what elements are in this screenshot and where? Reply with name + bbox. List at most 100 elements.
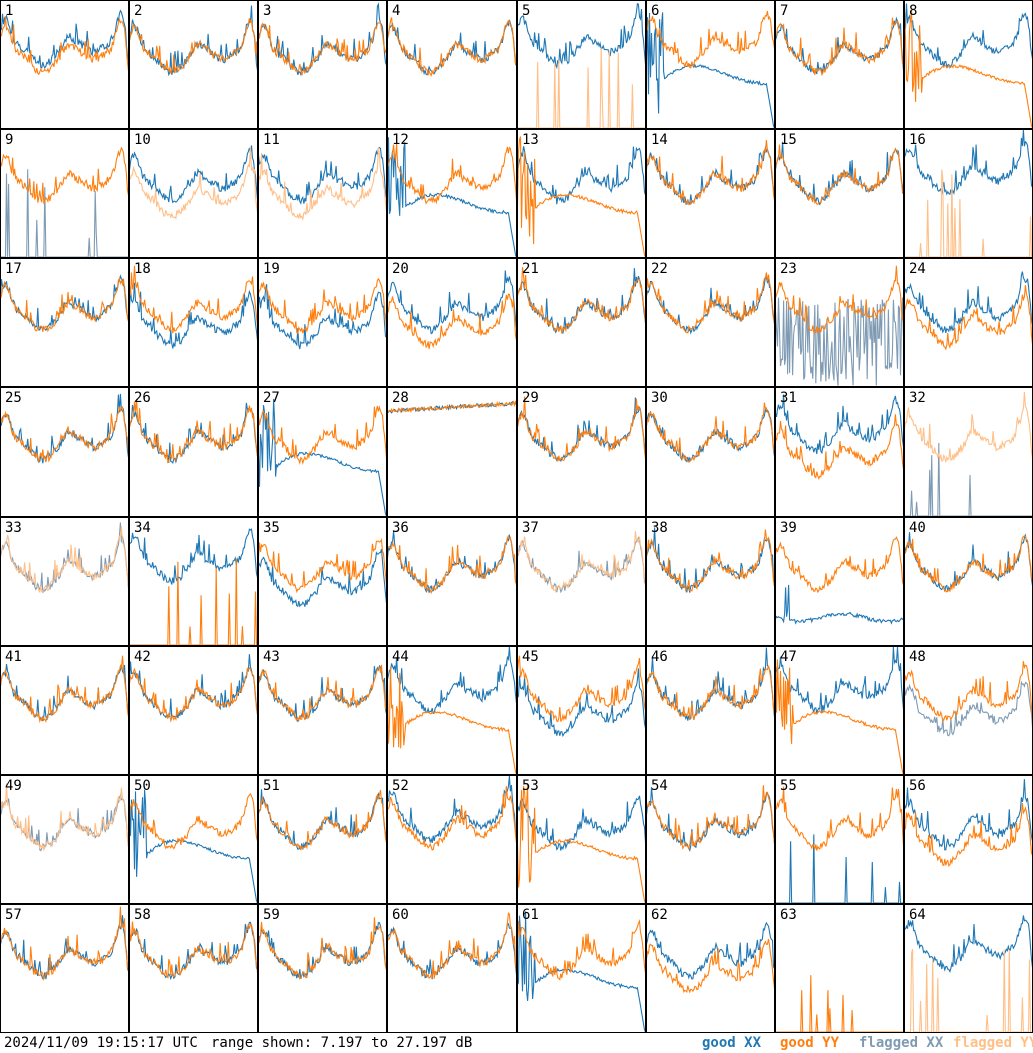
panel-31: 31 xyxy=(774,387,905,517)
panel-13-frame xyxy=(517,129,646,258)
panel-48: 48 xyxy=(903,646,1033,775)
panel-55-yy-line xyxy=(775,786,905,851)
panel-43-label: 43 xyxy=(263,649,280,665)
panel-7-label: 7 xyxy=(780,3,788,19)
panel-54-xx-line xyxy=(645,787,776,852)
panel-39-yy-line xyxy=(774,536,905,594)
panel-28: 28 xyxy=(387,387,517,517)
panel-51-xx-line xyxy=(257,789,388,851)
panel-30-label: 30 xyxy=(651,390,668,406)
panel-15-xx-line xyxy=(774,141,905,206)
panel-38-label: 38 xyxy=(651,520,668,536)
panel-53-frame xyxy=(517,775,646,904)
panel-21-yy-line xyxy=(516,267,647,334)
panel-22-xx-line xyxy=(645,276,776,335)
panel-25-label: 25 xyxy=(5,390,22,406)
panel-10-frame xyxy=(129,129,258,258)
panel-4-yy-line xyxy=(387,17,518,77)
panel-31-xx-line xyxy=(774,394,905,455)
panel-9-frame xyxy=(0,129,129,258)
panel-37: 37 xyxy=(517,517,647,646)
panel-63: 63 xyxy=(775,904,904,1033)
panel-8-frame xyxy=(904,0,1033,129)
panel-40: 40 xyxy=(903,517,1033,646)
panel-27-yy-line xyxy=(257,405,388,466)
panel-14-frame xyxy=(646,129,775,258)
panel-36-frame xyxy=(387,517,517,646)
panel-45-label: 45 xyxy=(522,649,539,665)
panel-41: 41 xyxy=(0,646,130,775)
panel-28-frame xyxy=(387,387,517,517)
panel-32-label: 32 xyxy=(909,390,926,406)
panel-59-label: 59 xyxy=(263,907,280,923)
panel-25-frame xyxy=(0,387,129,517)
panel-45-xx-line xyxy=(517,668,647,738)
panel-64: 64 xyxy=(904,904,1033,1033)
panel-32-yy-line xyxy=(903,391,1033,463)
panel-1-label: 1 xyxy=(5,3,13,19)
panel-60-xx-line xyxy=(386,922,518,980)
panel-29-label: 29 xyxy=(522,390,539,406)
panel-51-yy-line xyxy=(258,789,388,851)
panel-55: 55 xyxy=(775,775,905,904)
panel-19-frame xyxy=(258,258,387,387)
panel-47-xx-line xyxy=(775,646,905,716)
panel-17-frame xyxy=(0,258,129,387)
panel-38-frame xyxy=(646,517,775,646)
panel-21: 21 xyxy=(516,258,647,387)
panel-22-frame xyxy=(646,258,775,387)
panel-59-xx-line xyxy=(257,922,388,980)
panel-51-frame xyxy=(258,775,387,904)
panel-49-label: 49 xyxy=(5,778,22,794)
panel-47-label: 47 xyxy=(780,649,797,665)
panel-28-label: 28 xyxy=(392,390,409,406)
panel-12: 12 xyxy=(386,129,518,258)
panel-37-yy-line xyxy=(517,531,647,594)
panel-7-frame xyxy=(775,0,904,129)
panel-14-xx-line xyxy=(646,145,776,206)
panel-48-xx-line xyxy=(903,680,1033,737)
panel-23-yy-line xyxy=(774,265,905,334)
panel-15: 15 xyxy=(774,129,905,258)
panel-13: 13 xyxy=(516,129,647,258)
panel-2-xx-line xyxy=(128,5,259,77)
panel-57-frame xyxy=(0,904,129,1033)
panel-62-frame xyxy=(646,904,775,1033)
panel-32: 32 xyxy=(903,387,1033,517)
panel-33-yy-line xyxy=(0,526,130,594)
panel-49-yy-line xyxy=(0,783,130,852)
panel-16-frame xyxy=(904,129,1033,258)
panel-14-yy-line xyxy=(645,139,776,206)
panel-2-frame xyxy=(129,0,258,129)
panel-1: 1 xyxy=(0,0,130,129)
panel-53-label: 53 xyxy=(522,778,539,794)
panel-32-frame xyxy=(904,387,1033,517)
panel-6-frame xyxy=(646,0,775,129)
panel-31-yy-line xyxy=(774,414,905,480)
panel-3-frame xyxy=(258,0,387,129)
panel-49: 49 xyxy=(0,775,130,904)
panel-29-yy-line xyxy=(516,396,647,463)
panel-57-yy-line xyxy=(0,906,130,982)
panel-13-yy-line xyxy=(516,136,647,258)
panel-25: 25 xyxy=(0,387,130,517)
panel-8-xx-line xyxy=(904,3,1033,69)
panel-42-yy-line xyxy=(128,667,259,723)
panel-44: 44 xyxy=(386,646,518,775)
panel-12-yy-line xyxy=(387,143,518,205)
panel-20-yy-line xyxy=(386,293,518,350)
panel-23-label: 23 xyxy=(780,261,797,277)
legend-good-xx: good XX xyxy=(702,1035,762,1051)
panel-35-xx-line xyxy=(257,548,388,608)
panel-20-label: 20 xyxy=(392,261,409,277)
legend-flagged-yy: flagged YY xyxy=(953,1035,1033,1051)
panel-41-yy-line xyxy=(0,655,130,724)
panel-33: 33 xyxy=(0,517,130,646)
panel-26: 26 xyxy=(128,387,259,517)
legend-flagged-xx: flagged XX xyxy=(859,1035,944,1051)
panel-11: 11 xyxy=(257,129,388,258)
panel-39-xx-line xyxy=(774,584,904,625)
panel-36-yy-line xyxy=(387,534,518,595)
panel-34-xx-line xyxy=(129,528,259,585)
panel-32-xx-line xyxy=(904,442,1033,517)
